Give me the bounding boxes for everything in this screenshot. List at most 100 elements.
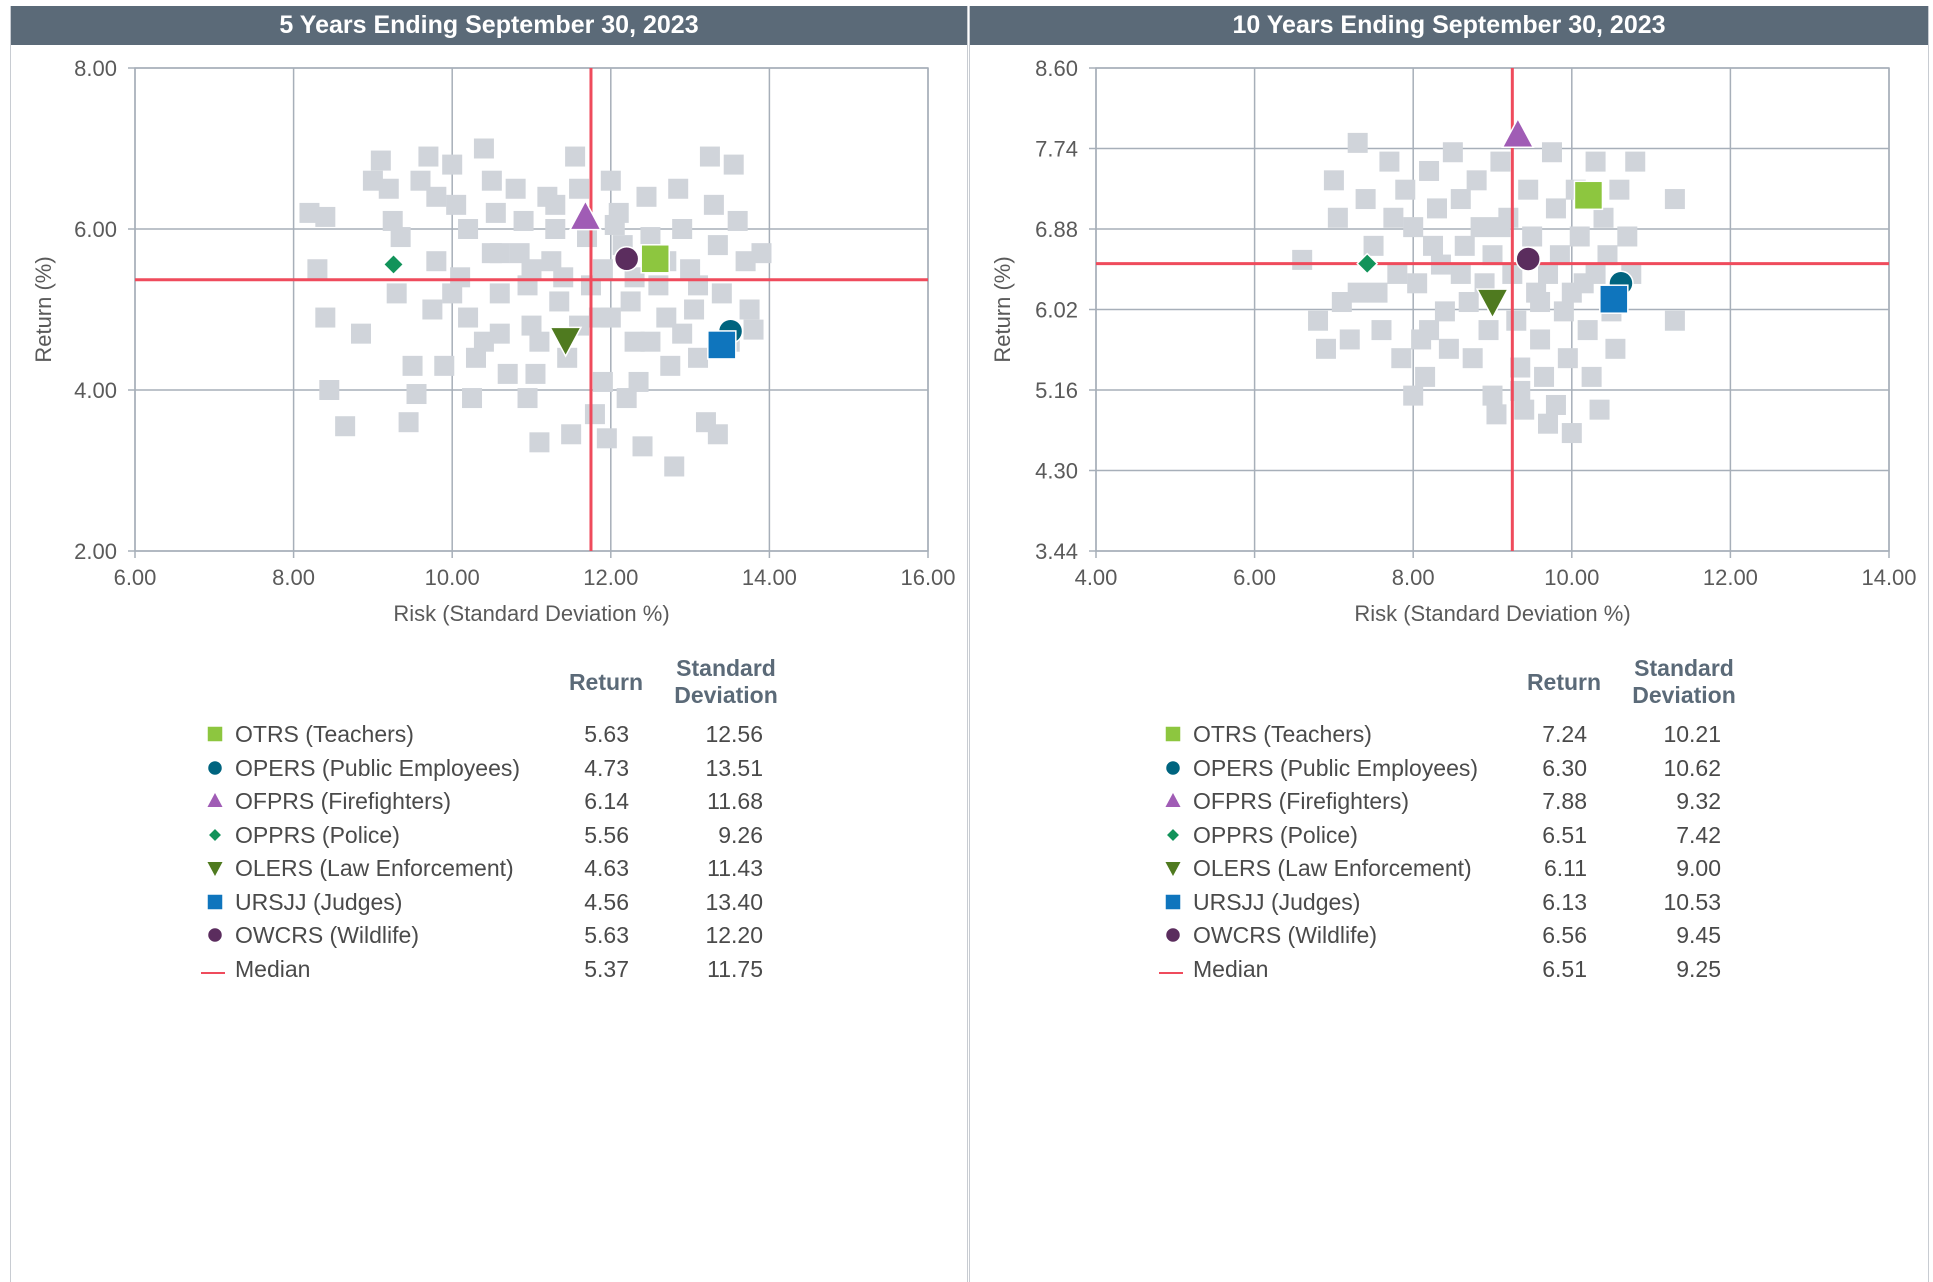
peer-universe-point: [624, 331, 645, 352]
series-point: [1573, 180, 1604, 211]
peer-universe-point: [1327, 207, 1348, 228]
legend-marker: [206, 759, 224, 776]
peer-universe-point: [707, 235, 728, 256]
legend-return-value: 4.63: [584, 855, 629, 881]
peer-universe-point: [711, 283, 732, 304]
peer-universe-point: [1292, 249, 1313, 270]
peer-universe-point: [517, 388, 538, 409]
legend-marker: [1162, 860, 1183, 880]
legend-sd-value: 9.32: [1676, 788, 1721, 814]
peer-universe-point: [1407, 273, 1428, 294]
legend-symbol-icon: [206, 892, 224, 911]
peer-universe-point: [485, 202, 506, 223]
legend-marker: [1162, 789, 1183, 809]
series-point: [1515, 246, 1541, 272]
legend-marker: [204, 860, 225, 880]
legend-symbol-icon: [1164, 759, 1182, 776]
legend-marker: [206, 725, 224, 743]
peer-universe-point: [1605, 338, 1626, 359]
peer-universe-point: [1383, 207, 1404, 228]
peer-universe-point: [1391, 348, 1412, 369]
x-axis-label: Risk (Standard Deviation %): [393, 601, 669, 626]
legend-name: OLERS (Law Enforcement): [1193, 855, 1472, 881]
peer-universe-point: [624, 267, 645, 288]
peer-universe-point: [1355, 189, 1376, 210]
peer-universe-point: [628, 371, 649, 392]
legend-name: URSJJ (Judges): [235, 888, 403, 915]
peer-universe-point: [1597, 245, 1618, 266]
legend-name: OWCRS (Wildlife): [1193, 922, 1377, 948]
peer-universe-point: [1506, 310, 1527, 331]
x-axis-label: Risk (Standard Deviation %): [1354, 601, 1630, 626]
peer-universe-point: [529, 432, 550, 453]
peer-universe-point: [458, 307, 479, 328]
legend-name: OWCRS (Wildlife): [235, 922, 419, 948]
peer-universe-point: [1419, 160, 1440, 181]
legend-sd-value: 13.40: [705, 888, 763, 915]
y-axis-label: Return (%): [31, 256, 56, 362]
legend-name: OPPRS (Police): [1193, 821, 1358, 848]
peer-universe-point: [462, 388, 483, 409]
x-tick-label: 4.00: [1075, 565, 1118, 590]
legend-marker: [1164, 892, 1182, 911]
peer-universe-point: [1347, 282, 1368, 303]
legend-return-value: 4.73: [584, 754, 629, 781]
peer-universe-point: [386, 283, 407, 304]
peer-universe-point: [481, 170, 502, 191]
legend-sd-value: 9.00: [1676, 855, 1721, 881]
peer-universe-point: [600, 307, 621, 328]
peer-universe-point: [727, 210, 748, 231]
peer-universe-point: [458, 219, 479, 239]
peer-universe-point: [1379, 151, 1400, 172]
peer-universe-point: [1617, 226, 1638, 247]
peer-universe-point: [699, 146, 720, 167]
peer-universe-point: [521, 315, 542, 336]
peer-universe-point: [636, 186, 657, 207]
peer-universe-point: [1403, 385, 1424, 406]
y-tick-label: 6.88: [1035, 217, 1078, 242]
legend-name: OLERS (Law Enforcement): [235, 855, 514, 881]
y-tick-label: 3.44: [1035, 539, 1078, 564]
legend-name: Median: [235, 955, 311, 982]
legend-symbol-icon: [204, 789, 225, 809]
peer-universe-point: [557, 347, 578, 368]
legend-header-return: Return: [1526, 669, 1602, 695]
y-axis-label: Return (%): [990, 256, 1015, 362]
peer-universe-point: [1339, 329, 1360, 350]
peer-universe-point: [1530, 292, 1551, 313]
peer-universe-point: [335, 416, 356, 437]
peer-universe-point: [1434, 301, 1455, 322]
peer-universe-point: [382, 210, 403, 231]
legend-symbol-icon: [206, 826, 224, 843]
peer-universe-point: [402, 355, 423, 376]
series-point: [568, 199, 603, 231]
legend-symbol-icon: [1162, 789, 1183, 809]
legend-row: OLERS (Law Enforcement): [201, 853, 761, 883]
peer-universe-point: [497, 363, 518, 384]
legend-row: OFPRS (Firefighters): [201, 786, 761, 816]
peer-universe-point: [1415, 366, 1436, 387]
peer-universe-point: [513, 210, 534, 231]
legend-return-value: 6.51: [1542, 821, 1587, 848]
legend-return-value: 6.30: [1542, 754, 1587, 781]
peer-universe-point: [640, 331, 661, 352]
legend-symbol-icon: [1159, 971, 1183, 974]
y-tick-label: 4.00: [74, 378, 117, 403]
legend-sd-value: 9.45: [1676, 922, 1721, 948]
peer-universe-point: [1419, 320, 1440, 341]
peer-universe-point: [1490, 217, 1511, 238]
peer-universe-point: [1609, 179, 1630, 200]
series-point: [382, 253, 405, 276]
legend-symbol-icon: [206, 926, 224, 944]
legend-marker: [206, 926, 224, 944]
peer-universe-point: [1664, 189, 1685, 210]
y-tick-label: 8.00: [74, 56, 117, 81]
legend-sd-value: 12.56: [705, 721, 763, 747]
peer-universe-point: [656, 307, 677, 328]
peer-universe-point: [1466, 170, 1487, 191]
legend-row: OPERS (Public Employees): [201, 753, 761, 783]
x-tick-label: 8.00: [272, 565, 315, 590]
x-tick-label: 14.00: [1861, 565, 1916, 590]
peer-universe-point: [672, 219, 693, 239]
legend-name: OTRS (Teachers): [235, 721, 414, 747]
